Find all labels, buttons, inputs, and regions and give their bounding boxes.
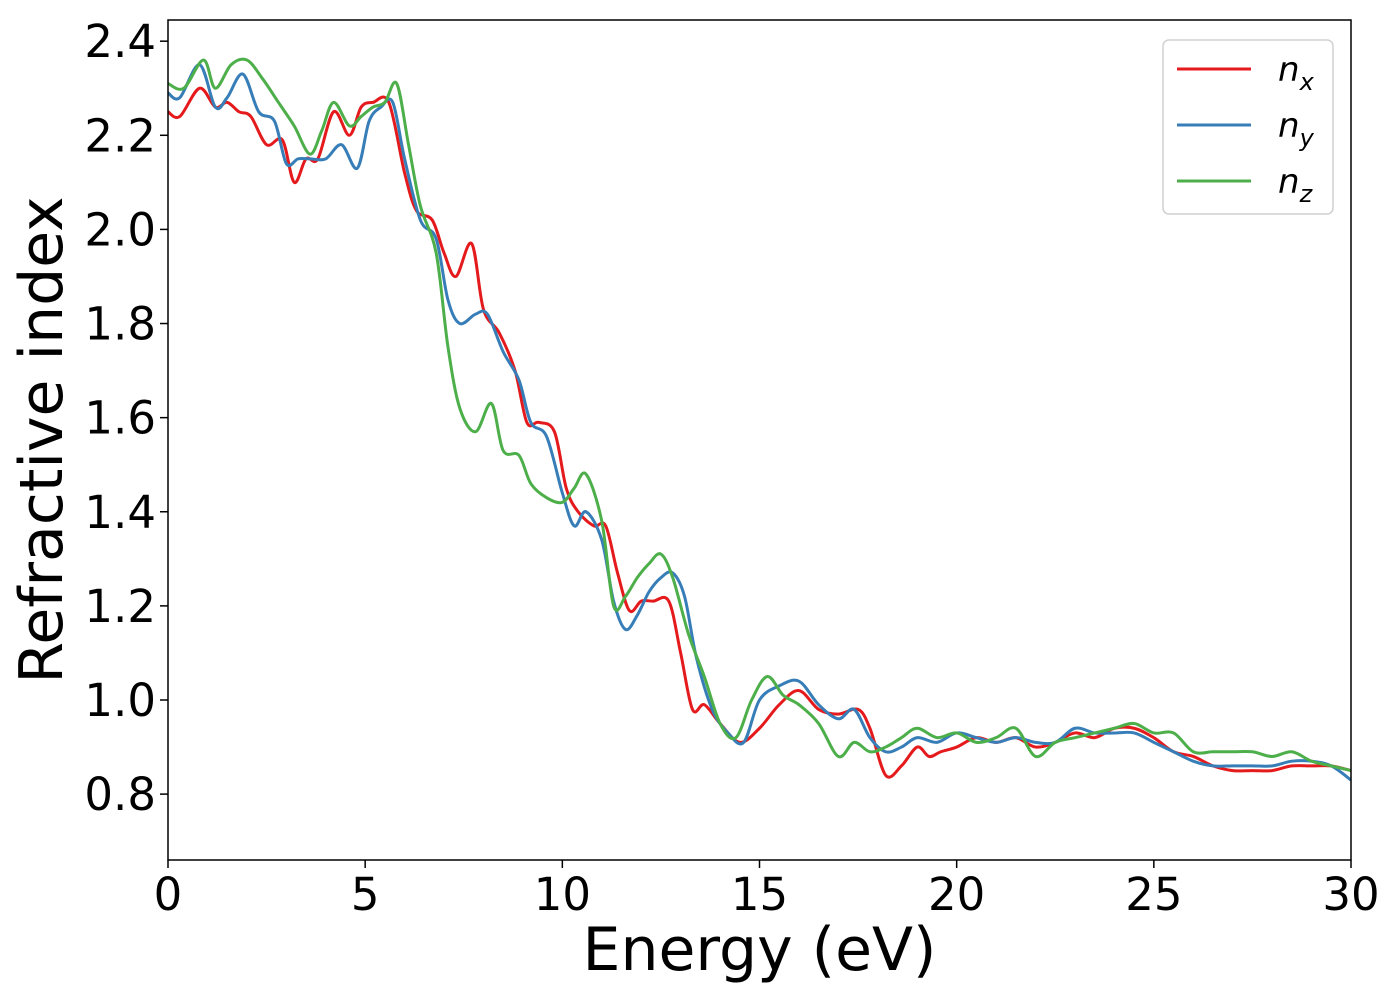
series-line-y	[168, 63, 1351, 782]
y-axis: 0.8 1.0 1.2 1.4 1.6 1.8 2.0 2.2 2.4	[84, 15, 168, 821]
x-tick-label: 5	[351, 868, 380, 921]
y-tick-label: 2.4	[84, 15, 156, 68]
y-tick-label: 1.6	[84, 392, 156, 445]
y-tick-label: 2.2	[84, 109, 156, 162]
y-tick-label: 1.8	[84, 298, 156, 351]
legend: nx ny nz	[1162, 39, 1334, 215]
y-tick-label: 0.8	[84, 768, 156, 821]
y-tick-label: 1.4	[84, 486, 156, 539]
x-tick-label: 20	[928, 868, 985, 921]
series-layer	[168, 57, 1351, 782]
y-axis-title: Refractive index	[7, 196, 77, 683]
x-tick-label: 25	[1125, 868, 1182, 921]
legend-label-y: ny	[1278, 106, 1315, 152]
x-axis-title: Energy (eV)	[583, 915, 937, 985]
legend-label-x: nx	[1278, 50, 1315, 96]
x-tick-label: 10	[534, 868, 591, 921]
legend-label-z: nz	[1278, 162, 1314, 208]
y-tick-label: 1.2	[84, 580, 156, 633]
y-tick-label: 1.0	[84, 674, 156, 727]
x-axis: 0 5 10 15 20 25 30	[154, 860, 1380, 921]
x-tick-label: 0	[154, 868, 183, 921]
y-tick-label: 2.0	[84, 203, 156, 256]
series-line-z	[168, 57, 1351, 773]
legend-box	[1162, 39, 1334, 215]
x-tick-label: 15	[731, 868, 788, 921]
x-tick-label: 30	[1322, 868, 1379, 921]
